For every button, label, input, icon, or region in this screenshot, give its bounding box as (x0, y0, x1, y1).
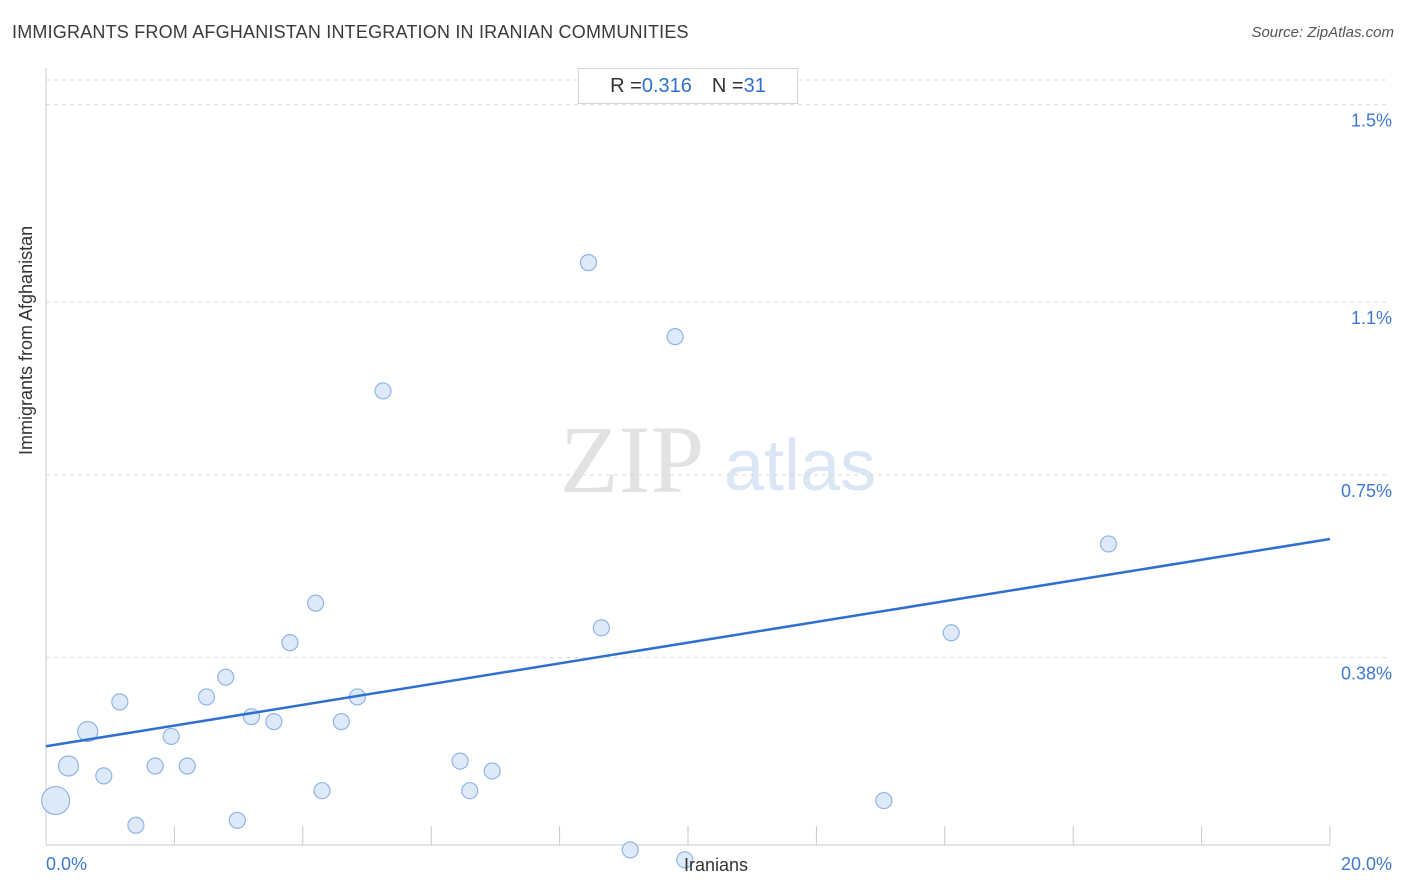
data-point (57, 755, 80, 777)
data-point (281, 634, 299, 652)
r-label: R = (610, 74, 642, 97)
data-point (579, 254, 598, 272)
data-point (332, 713, 350, 731)
data-point (146, 757, 164, 775)
data-point (162, 727, 180, 746)
data-point (374, 382, 392, 400)
y-tick-label: 0.75% (1341, 481, 1392, 501)
data-point (676, 851, 694, 869)
x-axis-label: Iranians (684, 855, 748, 875)
stats-box: R = 0.316 N = 31 (578, 68, 798, 104)
data-point (307, 594, 325, 612)
data-point (127, 816, 145, 834)
data-point (265, 713, 283, 731)
data-point (217, 668, 235, 686)
watermark-atlas: atlas (724, 426, 876, 506)
data-point (461, 782, 479, 800)
data-point (178, 757, 196, 775)
data-point (197, 688, 216, 706)
y-axis-label: Immigrants from Afghanistan (16, 225, 36, 455)
n-value: 31 (743, 74, 766, 97)
x-tick-label: 0.0% (46, 854, 87, 874)
r-value: 0.316 (641, 74, 692, 97)
data-point (1099, 535, 1118, 553)
data-point (875, 791, 893, 810)
watermark-zip: ZIP (560, 406, 704, 513)
trend-line (45, 537, 1331, 748)
data-point (95, 767, 113, 785)
data-point (592, 619, 610, 637)
n-label: N = (711, 74, 744, 97)
data-point (228, 811, 246, 829)
data-point (621, 841, 639, 859)
data-point (942, 624, 960, 642)
data-point (483, 762, 501, 780)
data-point (77, 720, 99, 743)
y-tick-label: 1.1% (1351, 308, 1392, 328)
source-label: Source: ZipAtlas.com (1251, 24, 1394, 41)
data-point (111, 693, 129, 711)
chart-title: IMMIGRANTS FROM AFGHANISTAN INTEGRATION … (12, 22, 689, 42)
data-point (666, 328, 684, 346)
data-point (313, 782, 331, 800)
y-tick-label: 0.38% (1341, 663, 1392, 683)
data-point (451, 752, 469, 770)
data-point (41, 785, 71, 816)
y-tick-label: 1.5% (1351, 111, 1392, 131)
x-tick-label: 20.0% (1341, 854, 1392, 874)
